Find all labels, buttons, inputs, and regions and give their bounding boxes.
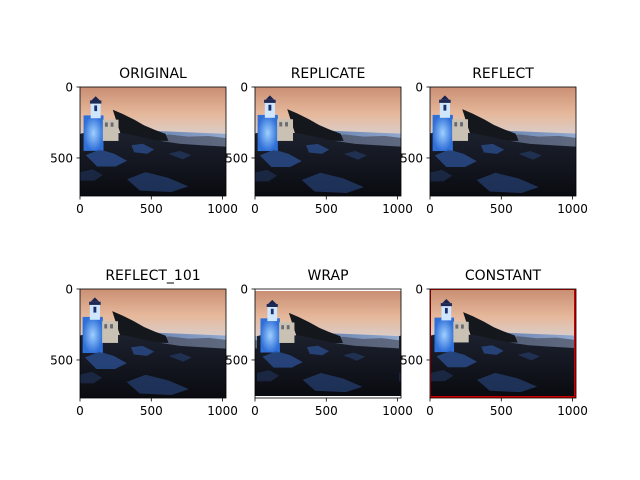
subplot-image — [430, 289, 576, 398]
x-tick-label: 1000 — [557, 202, 588, 216]
axes-frame — [254, 288, 402, 399]
axes-frame — [254, 86, 402, 197]
x-tick-label: 500 — [140, 202, 163, 216]
y-tick-label: 0 — [65, 81, 73, 95]
x-tick-label: 500 — [140, 404, 163, 418]
axes-frame — [429, 86, 577, 197]
y-tick-label: 500 — [50, 353, 73, 367]
subplot-0: ORIGINAL 0 500 1000 0 500 — [50, 66, 238, 216]
subplot-image — [255, 87, 401, 196]
x-tick-label: 1000 — [557, 404, 588, 418]
x-tick-label: 500 — [490, 202, 513, 216]
y-tick-label: 500 — [225, 151, 248, 165]
y-tick-label: 500 — [400, 151, 423, 165]
subplot-3: REFLECT_101 0 500 1000 0 500 — [50, 268, 238, 418]
subplot-4: WRAP 0 500 1000 0 500 — [225, 268, 413, 418]
x-tick-label: 1000 — [207, 404, 238, 418]
x-tick-label: 0 — [426, 404, 434, 418]
subplot-title: CONSTANT — [465, 268, 542, 284]
y-tick-label: 500 — [50, 151, 73, 165]
subplot-1: REPLICATE 0 500 1000 0 500 — [225, 66, 413, 216]
x-tick-label: 0 — [76, 404, 84, 418]
y-tick-label: 500 — [225, 353, 248, 367]
subplot-title: ORIGINAL — [119, 66, 187, 82]
x-tick-label: 0 — [251, 202, 259, 216]
subplot-title: REFLECT — [472, 66, 534, 82]
x-tick-label: 0 — [251, 404, 259, 418]
x-tick-label: 0 — [76, 202, 84, 216]
subplot-title: REFLECT_101 — [105, 268, 200, 284]
y-tick-label: 0 — [240, 283, 248, 297]
x-tick-label: 1000 — [382, 202, 413, 216]
axes-frame — [429, 288, 577, 399]
subplot-title: REPLICATE — [291, 66, 366, 82]
subplot-image — [80, 289, 226, 398]
subplot-5: CONSTANT 0 500 1000 0 500 — [400, 268, 588, 418]
subplot-2: REFLECT 0 500 1000 0 500 — [400, 66, 588, 216]
x-tick-label: 1000 — [382, 404, 413, 418]
x-tick-label: 500 — [315, 202, 338, 216]
subplot-image — [430, 87, 576, 196]
x-tick-label: 0 — [426, 202, 434, 216]
subplot-image — [80, 87, 226, 196]
y-tick-label: 0 — [415, 283, 423, 297]
y-tick-label: 0 — [65, 283, 73, 297]
axes-frame — [79, 86, 227, 197]
y-tick-label: 0 — [415, 81, 423, 95]
x-tick-label: 500 — [490, 404, 513, 418]
x-tick-label: 1000 — [207, 202, 238, 216]
y-tick-label: 500 — [400, 353, 423, 367]
x-tick-label: 500 — [315, 404, 338, 418]
axes-frame — [79, 288, 227, 399]
y-tick-label: 0 — [240, 81, 248, 95]
subplot-title: WRAP — [307, 268, 348, 284]
